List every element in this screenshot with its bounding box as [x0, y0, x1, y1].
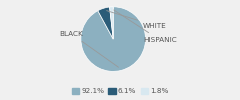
Legend: 92.1%, 6.1%, 1.8%: 92.1%, 6.1%, 1.8% — [69, 85, 171, 97]
Text: WHITE: WHITE — [107, 11, 167, 28]
Wedge shape — [109, 7, 113, 39]
Wedge shape — [98, 7, 113, 39]
Wedge shape — [81, 7, 145, 71]
Text: BLACK: BLACK — [60, 31, 119, 67]
Text: HISPANIC: HISPANIC — [114, 10, 177, 43]
